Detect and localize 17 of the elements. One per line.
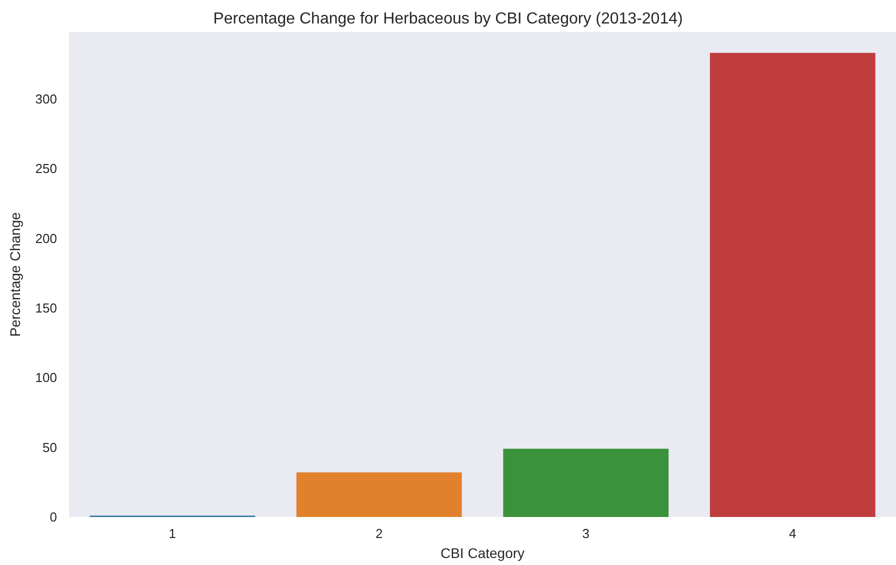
- y-tick-label: 150: [35, 300, 57, 316]
- x-tick-label: 3: [582, 526, 590, 541]
- bar: [710, 52, 876, 517]
- x-tick-label: 1: [168, 526, 176, 541]
- y-tick-label: 200: [35, 230, 57, 246]
- bar: [296, 472, 462, 517]
- y-tick-label: 50: [42, 440, 57, 455]
- y-tick-label: 300: [35, 91, 57, 106]
- x-tick-label: 4: [789, 526, 796, 541]
- chart-title: Percentage Change for Herbaceous by CBI Category (2013-2014): [213, 10, 683, 28]
- y-tick-label: 250: [35, 161, 57, 176]
- y-tick-label: 100: [35, 370, 57, 386]
- x-tick-label: 2: [376, 526, 383, 541]
- x-axis-title: CBI Category: [440, 545, 525, 561]
- y-axis-title: Percentage Change: [7, 212, 23, 337]
- y-tick-label: 0: [50, 510, 57, 524]
- bar: [503, 448, 669, 517]
